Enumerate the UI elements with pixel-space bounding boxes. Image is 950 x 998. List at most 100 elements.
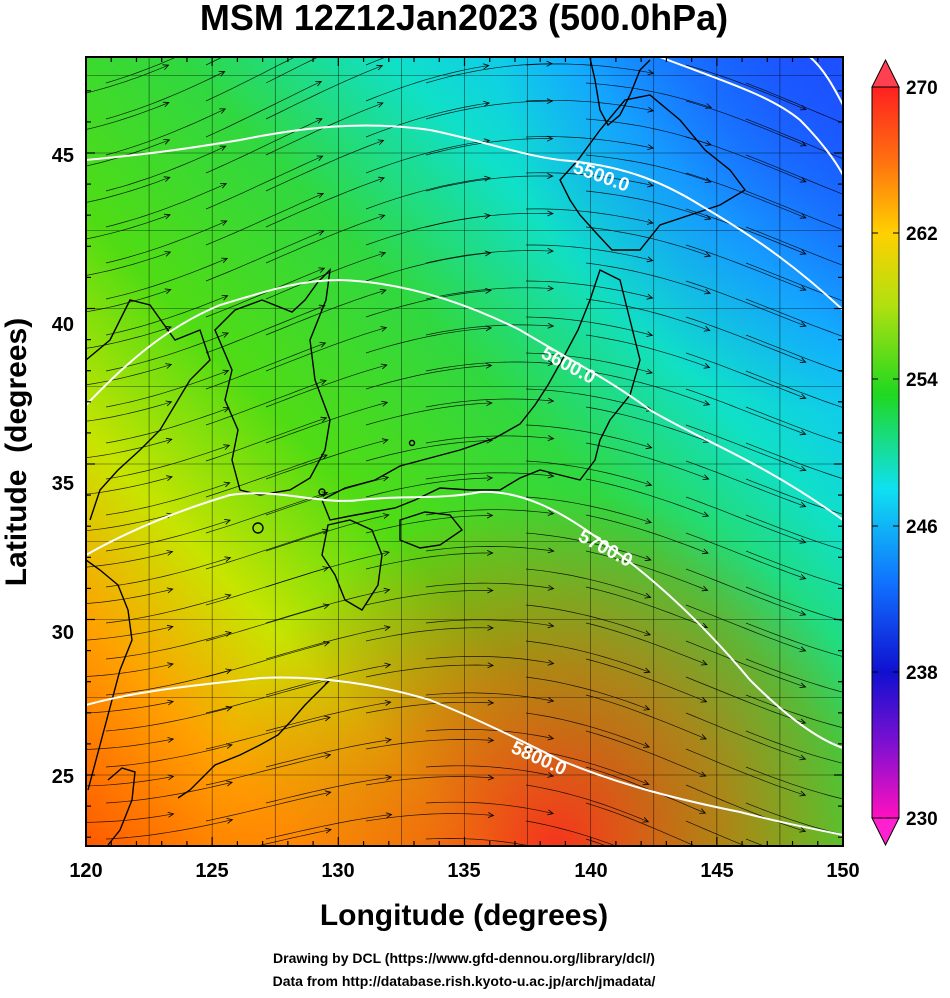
wind-streamlines [86,57,869,904]
contour-line-5500-ne [659,57,843,176]
streamline [745,550,843,586]
streamline [585,190,711,220]
streamline [105,707,232,732]
streamline-arrowhead [547,435,555,441]
streamline-arrowhead [799,249,807,255]
streamline-arrowhead [221,295,229,301]
streamline [525,208,653,224]
streamline-arrowhead [225,668,233,675]
streamline-arrowhead [646,331,654,337]
streamline [685,460,806,507]
streamline [265,739,392,768]
streamline-arrowhead [647,69,655,76]
streamline-arrowhead [860,411,866,416]
streamline [525,532,651,561]
streamline [205,454,328,498]
streamline [86,64,169,94]
streamline-arrowhead [547,247,554,254]
streamline [205,791,331,822]
streamline-arrowhead [701,548,709,555]
streamline [585,154,711,183]
streamline-arrowhead [317,192,325,199]
streamline [105,557,231,588]
streamline-arrowhead [646,256,654,263]
streamline [745,118,843,160]
streamline [86,626,173,641]
streamline-arrowhead [321,491,329,497]
streamline-arrowhead [643,742,650,748]
streamline-arrowhead [643,705,651,711]
streamline-arrowhead [168,850,174,855]
streamline [365,102,490,138]
streamline-arrowhead [861,588,867,593]
streamline [265,140,384,192]
colorbar-tick-label: 254 [906,370,938,391]
streamline-arrowhead [863,836,869,841]
streamline-arrowhead [641,892,647,897]
streamline [525,676,650,710]
streamline-arrowhead [799,899,805,904]
streamline [105,819,233,840]
streamline-arrowhead [166,587,174,594]
streamline [205,81,322,138]
streamline-arrowhead [376,102,384,108]
streamline-arrowhead [862,765,868,770]
streamline [365,290,491,318]
streamline-arrowhead [226,780,234,787]
streamline-arrowhead [704,177,712,183]
streamline [525,172,654,187]
streamline-arrowhead [486,437,493,444]
streamline-arrowhead [647,181,654,188]
contour-line-5400-corner [809,57,843,106]
streamline-arrowhead [224,593,232,600]
streamline-arrowhead [646,368,654,375]
streamline [86,776,174,787]
streamline-arrowhead [860,376,866,381]
streamline [745,298,843,337]
streamline [105,258,228,300]
streamline [255,829,332,846]
streamline [685,100,807,147]
streamline-arrowhead [382,475,390,482]
streamline [365,365,492,390]
streamline [585,622,708,665]
streamline-arrowhead [799,538,807,544]
x-tick-labels: 120 125 130 135 140 145 150 [69,860,859,882]
streamline-arrowhead [385,774,393,781]
streamline [365,776,494,786]
streamline-arrowhead [704,288,711,295]
streamline-arrowhead [162,101,170,108]
colorbar-tick-label: 238 [906,663,938,684]
streamline-arrowhead [547,847,553,852]
streamline-arrowhead [325,827,332,834]
streamline [525,280,653,299]
streamline [685,316,806,363]
streamline [265,214,385,264]
streamline [205,118,323,174]
streamline-arrowhead [643,667,651,674]
credit-data: Data from http://database.rish.kyoto-u.a… [273,973,656,989]
streamline [205,230,324,282]
streamline-arrowhead [647,144,655,150]
streamline [685,604,806,652]
streamline-arrowhead [319,342,327,348]
y-tick-label: 45 [52,145,74,167]
streamline-arrowhead [547,285,555,292]
streamline [525,460,652,486]
streamline [105,669,232,696]
credit-drawing: Drawing by DCL (https://www.gfd-dennou.o… [273,950,655,966]
streamline-arrowhead [223,481,231,488]
streamline [525,568,651,598]
streamline [425,838,532,846]
streamline [265,776,392,804]
streamline [86,214,171,240]
streamline [525,712,650,748]
streamline-arrowhead [645,443,653,450]
streamline [585,406,710,443]
streamline [365,515,493,534]
streamline-arrowhead [487,699,495,706]
streamline [685,640,806,688]
streamline [425,729,554,739]
streamline [265,439,388,480]
streamline-arrowhead [547,584,555,591]
